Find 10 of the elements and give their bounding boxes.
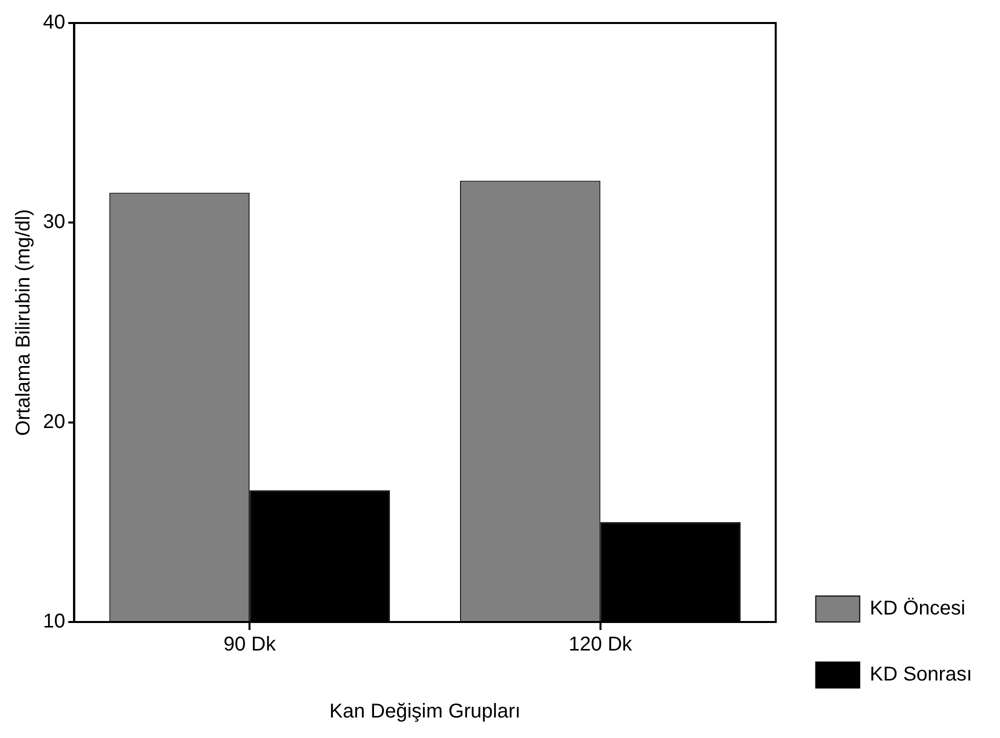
y-tick-label: 10 <box>42 610 66 633</box>
y-axis-title: Ortalama Bilirubin (mg/dl) <box>12 209 35 436</box>
x-tick-label: 120 Dk <box>568 634 634 656</box>
y-tick-label: 20 <box>42 410 66 433</box>
legend-label: KD Öncesi <box>870 598 966 620</box>
y-tick-label: 30 <box>42 211 66 234</box>
x-axis-title: Kan Değişim Grupları <box>329 700 521 723</box>
legend-label: KD Sonrası <box>870 664 972 686</box>
x-tick-label: 90 Dk <box>223 634 277 656</box>
y-tick-label: 40 <box>42 12 66 34</box>
